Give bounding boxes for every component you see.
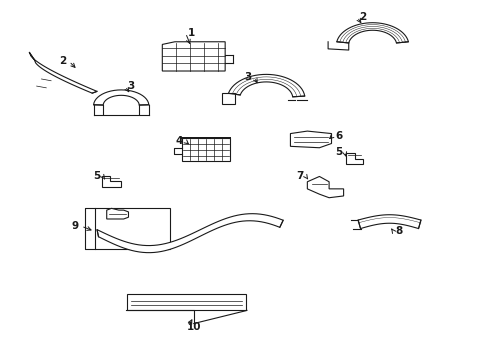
- Polygon shape: [336, 23, 407, 43]
- Polygon shape: [93, 90, 148, 105]
- Polygon shape: [307, 176, 343, 198]
- Text: 9: 9: [72, 221, 79, 231]
- Polygon shape: [228, 75, 304, 97]
- Text: 1: 1: [187, 28, 195, 38]
- Polygon shape: [346, 153, 362, 164]
- Text: 3: 3: [244, 72, 251, 82]
- Text: 5: 5: [93, 171, 101, 181]
- Polygon shape: [97, 214, 283, 253]
- Polygon shape: [357, 215, 420, 229]
- Text: 2: 2: [60, 56, 67, 66]
- Text: 3: 3: [127, 81, 134, 91]
- Text: 4: 4: [175, 136, 183, 146]
- Polygon shape: [102, 176, 121, 187]
- Text: 2: 2: [359, 12, 366, 22]
- Text: 8: 8: [395, 226, 402, 237]
- Bar: [222, 93, 234, 104]
- Text: 6: 6: [334, 131, 342, 141]
- Polygon shape: [290, 131, 331, 148]
- Bar: [181, 138, 229, 161]
- Text: 5: 5: [334, 147, 342, 157]
- Polygon shape: [162, 42, 224, 71]
- Polygon shape: [29, 53, 97, 93]
- Text: 7: 7: [296, 171, 303, 181]
- Bar: [95, 208, 169, 249]
- Polygon shape: [106, 208, 128, 219]
- Text: 10: 10: [186, 322, 201, 332]
- Bar: [127, 294, 245, 310]
